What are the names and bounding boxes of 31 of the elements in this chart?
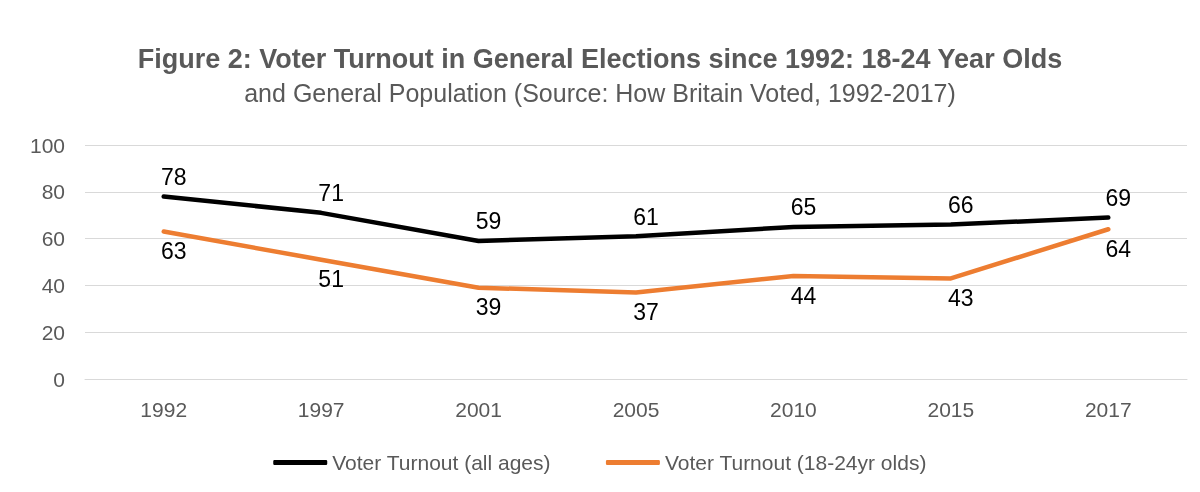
- data-label: 65: [790, 194, 817, 221]
- y-tick-label: 0: [53, 367, 65, 391]
- y-tick-label: 40: [41, 273, 65, 297]
- data-label: 66: [948, 192, 974, 219]
- legend-label: Voter Turnout (all ages): [332, 451, 551, 474]
- chart-subtitle: and General Population (Source: How Britain Voted, 1992-2017): [244, 78, 956, 107]
- data-label: 69: [1105, 185, 1132, 212]
- x-tick-label: 1997: [297, 398, 345, 421]
- x-tick-label: 2001: [455, 398, 502, 421]
- data-label: 39: [475, 294, 502, 321]
- x-tick-label: 2017: [1084, 398, 1132, 421]
- data-label: 64: [1105, 235, 1132, 262]
- data-label: 51: [318, 266, 344, 293]
- data-label: 37: [633, 298, 659, 325]
- legend-label: Voter Turnout (18-24yr olds): [664, 451, 927, 474]
- y-tick-label: 100: [29, 133, 65, 157]
- x-tick-label: 1992: [140, 398, 188, 421]
- data-label: 59: [475, 208, 502, 235]
- x-tick-label: 2005: [612, 398, 660, 421]
- x-tick-label: 2015: [927, 398, 975, 421]
- y-tick-label: 20: [41, 320, 65, 344]
- data-label: 71: [318, 180, 344, 207]
- y-tick-label: 80: [41, 180, 65, 204]
- data-label: 43: [948, 284, 974, 311]
- data-label: 44: [790, 282, 817, 309]
- data-label: 61: [633, 203, 659, 230]
- x-tick-label: 2010: [770, 398, 817, 421]
- data-label: 78: [160, 163, 187, 190]
- chart-title: Figure 2: Voter Turnout in General Elections since 1992: 18-24 Year Olds: [137, 43, 1063, 74]
- data-label: 63: [160, 238, 187, 265]
- y-tick-label: 60: [41, 227, 65, 251]
